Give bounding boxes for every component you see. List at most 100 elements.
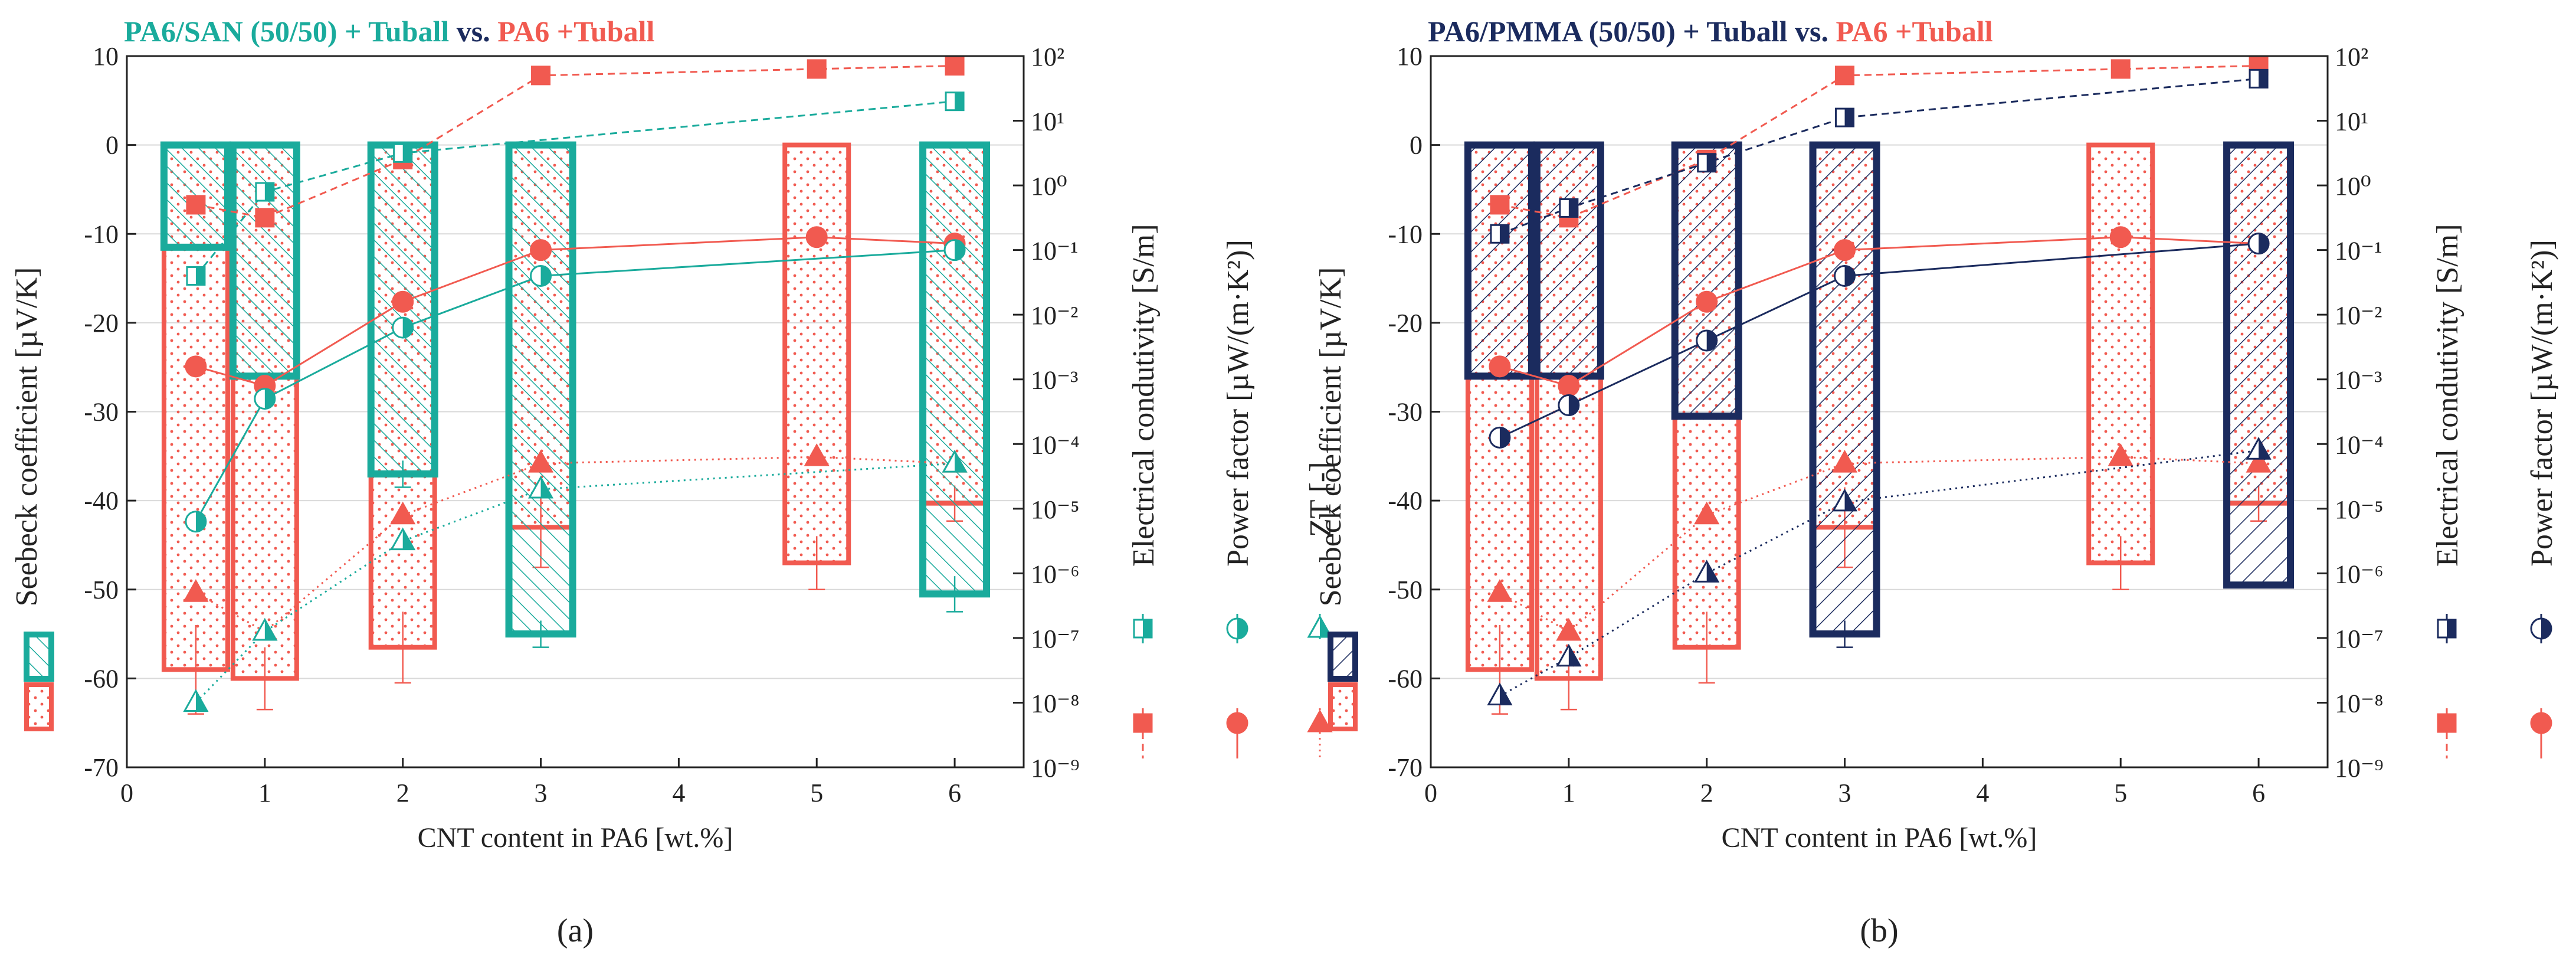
y-axis-title-right: Power factor [µW/(m·K²)] xyxy=(2525,240,2559,567)
marker-triangle xyxy=(1694,501,1720,525)
y-tick-label: -70 xyxy=(1388,753,1423,782)
y-tick-label: 10 xyxy=(1397,42,1423,71)
marker-half xyxy=(402,318,413,338)
marker-circle xyxy=(805,226,828,248)
marker-triangle xyxy=(1831,450,1858,473)
y-tick-label: -60 xyxy=(1388,664,1423,693)
y-tick-label: -50 xyxy=(1388,575,1423,604)
line-zt_log10 xyxy=(1499,456,2259,633)
line-power_factor_log10 xyxy=(195,236,955,387)
marker-triangle xyxy=(183,579,209,602)
marker-half xyxy=(2259,233,2269,254)
bar-blend xyxy=(1809,141,1880,638)
y-right-tick-label: 10² xyxy=(2335,42,2368,71)
marker-square xyxy=(2110,59,2131,79)
y-right-tick-label: 10⁻⁵ xyxy=(2335,495,2384,524)
legend-marker xyxy=(1307,709,1333,732)
y-right-tick-label: 10⁻⁴ xyxy=(2335,430,2384,459)
x-tick-label: 5 xyxy=(810,779,823,807)
marker-half xyxy=(1568,395,1579,416)
y-tick-label: 10 xyxy=(93,42,119,71)
legend-marker xyxy=(2437,713,2457,733)
chart-title: PA6/SAN (50/50) + Tuball vs. PA6 +Tuball xyxy=(124,15,654,48)
line-power_factor_log10 xyxy=(1499,236,2259,387)
panel-label: (a) xyxy=(557,913,594,949)
marker-half xyxy=(955,92,964,110)
y-right-tick-label: 10⁻¹ xyxy=(1031,237,1078,266)
y-right-tick-label: 10⁻⁷ xyxy=(1031,624,1080,653)
x-axis-title: CNT content in PA6 [wt.%] xyxy=(418,822,733,853)
marker-half xyxy=(1237,619,1247,639)
marker-half xyxy=(1706,331,1717,351)
y-right-tick-label: 10² xyxy=(1031,42,1064,71)
marker-half xyxy=(1568,645,1580,666)
marker-half xyxy=(1706,561,1718,582)
x-tick-label: 5 xyxy=(2114,779,2127,807)
bar-blend xyxy=(2223,141,2295,589)
y-tick-label: -30 xyxy=(84,398,119,427)
title-pa6: PA6 +Tuball xyxy=(1836,15,1993,48)
y-right-tick-label: 10⁻⁸ xyxy=(1031,689,1080,718)
y-right-tick-label: 10¹ xyxy=(2335,107,2368,136)
y-right-tick-label: 10⁻⁶ xyxy=(1031,560,1080,588)
marker-half xyxy=(1499,427,1510,448)
marker-circle xyxy=(2109,226,2132,248)
marker-half xyxy=(195,511,206,532)
marker-triangle xyxy=(390,501,416,525)
y-right-tick-label: 10⁻⁵ xyxy=(1031,495,1080,524)
marker-half xyxy=(1844,266,1855,286)
x-tick-label: 4 xyxy=(672,779,685,807)
y-right-tick-label: 10⁻⁴ xyxy=(1031,430,1080,459)
x-tick-label: 3 xyxy=(1838,779,1851,807)
marker-square xyxy=(807,59,827,79)
title-vs: vs. xyxy=(449,15,497,48)
marker-half xyxy=(1844,490,1856,511)
line-conductivity_log10 xyxy=(195,64,955,219)
bar-blend xyxy=(919,141,991,598)
legend-marker xyxy=(2530,712,2552,734)
marker-half xyxy=(264,183,274,201)
y-right-tick-label: 10⁻¹ xyxy=(2335,237,2382,266)
legend-bar-swatch xyxy=(24,632,54,682)
line-zt_log10 xyxy=(195,456,955,633)
marker-half xyxy=(402,529,414,550)
line-zt_log10 xyxy=(195,462,955,704)
y-tick-label: 0 xyxy=(1410,131,1423,160)
marker-square xyxy=(255,208,275,228)
bar-pa6 xyxy=(782,142,851,565)
marker-triangle xyxy=(1487,579,1513,602)
x-tick-label: 4 xyxy=(1976,779,1989,807)
marker-half xyxy=(2541,619,2551,639)
y-axis-title-left: Seebeck coefficient [µV/K] xyxy=(10,267,44,607)
bar-blend xyxy=(505,141,576,638)
y-tick-label: -10 xyxy=(84,220,119,248)
marker-square xyxy=(1490,195,1510,215)
marker-half xyxy=(1568,199,1578,217)
y-right-tick-label: 10⁻² xyxy=(2335,301,2382,330)
title-blend: PA6/PMMA (50/50) + Tuball xyxy=(1428,15,1788,48)
title-blend: PA6/SAN (50/50) + Tuball xyxy=(124,15,449,48)
y-right-tick-label: 10⁻⁸ xyxy=(2335,689,2384,718)
title-pa6: PA6 +Tuball xyxy=(497,15,654,48)
legend-bar-swatch xyxy=(1328,682,1358,731)
y-right-tick-label: 10⁻² xyxy=(1031,301,1078,330)
legend-marker xyxy=(1226,712,1248,734)
x-tick-label: 6 xyxy=(948,779,961,807)
line-conductivity_log10 xyxy=(1499,64,2259,219)
bar-blend xyxy=(229,141,300,380)
y-right-tick-label: 10⁻³ xyxy=(2335,366,2382,395)
marker-circle xyxy=(1489,355,1511,378)
marker-half xyxy=(2259,439,2270,459)
marker-half xyxy=(540,477,552,498)
marker-circle xyxy=(1696,290,1718,313)
line-conductivity_log10 xyxy=(195,100,955,277)
y-tick-label: -20 xyxy=(84,309,119,338)
y-axis-title-right: Power factor [µW/(m·K²)] xyxy=(1221,240,1255,567)
marker-triangle xyxy=(2108,443,2133,466)
marker-triangle xyxy=(1556,617,1582,641)
marker-square xyxy=(186,195,206,215)
y-tick-label: -40 xyxy=(84,486,119,515)
x-tick-label: 2 xyxy=(396,779,409,807)
marker-half xyxy=(955,240,965,260)
